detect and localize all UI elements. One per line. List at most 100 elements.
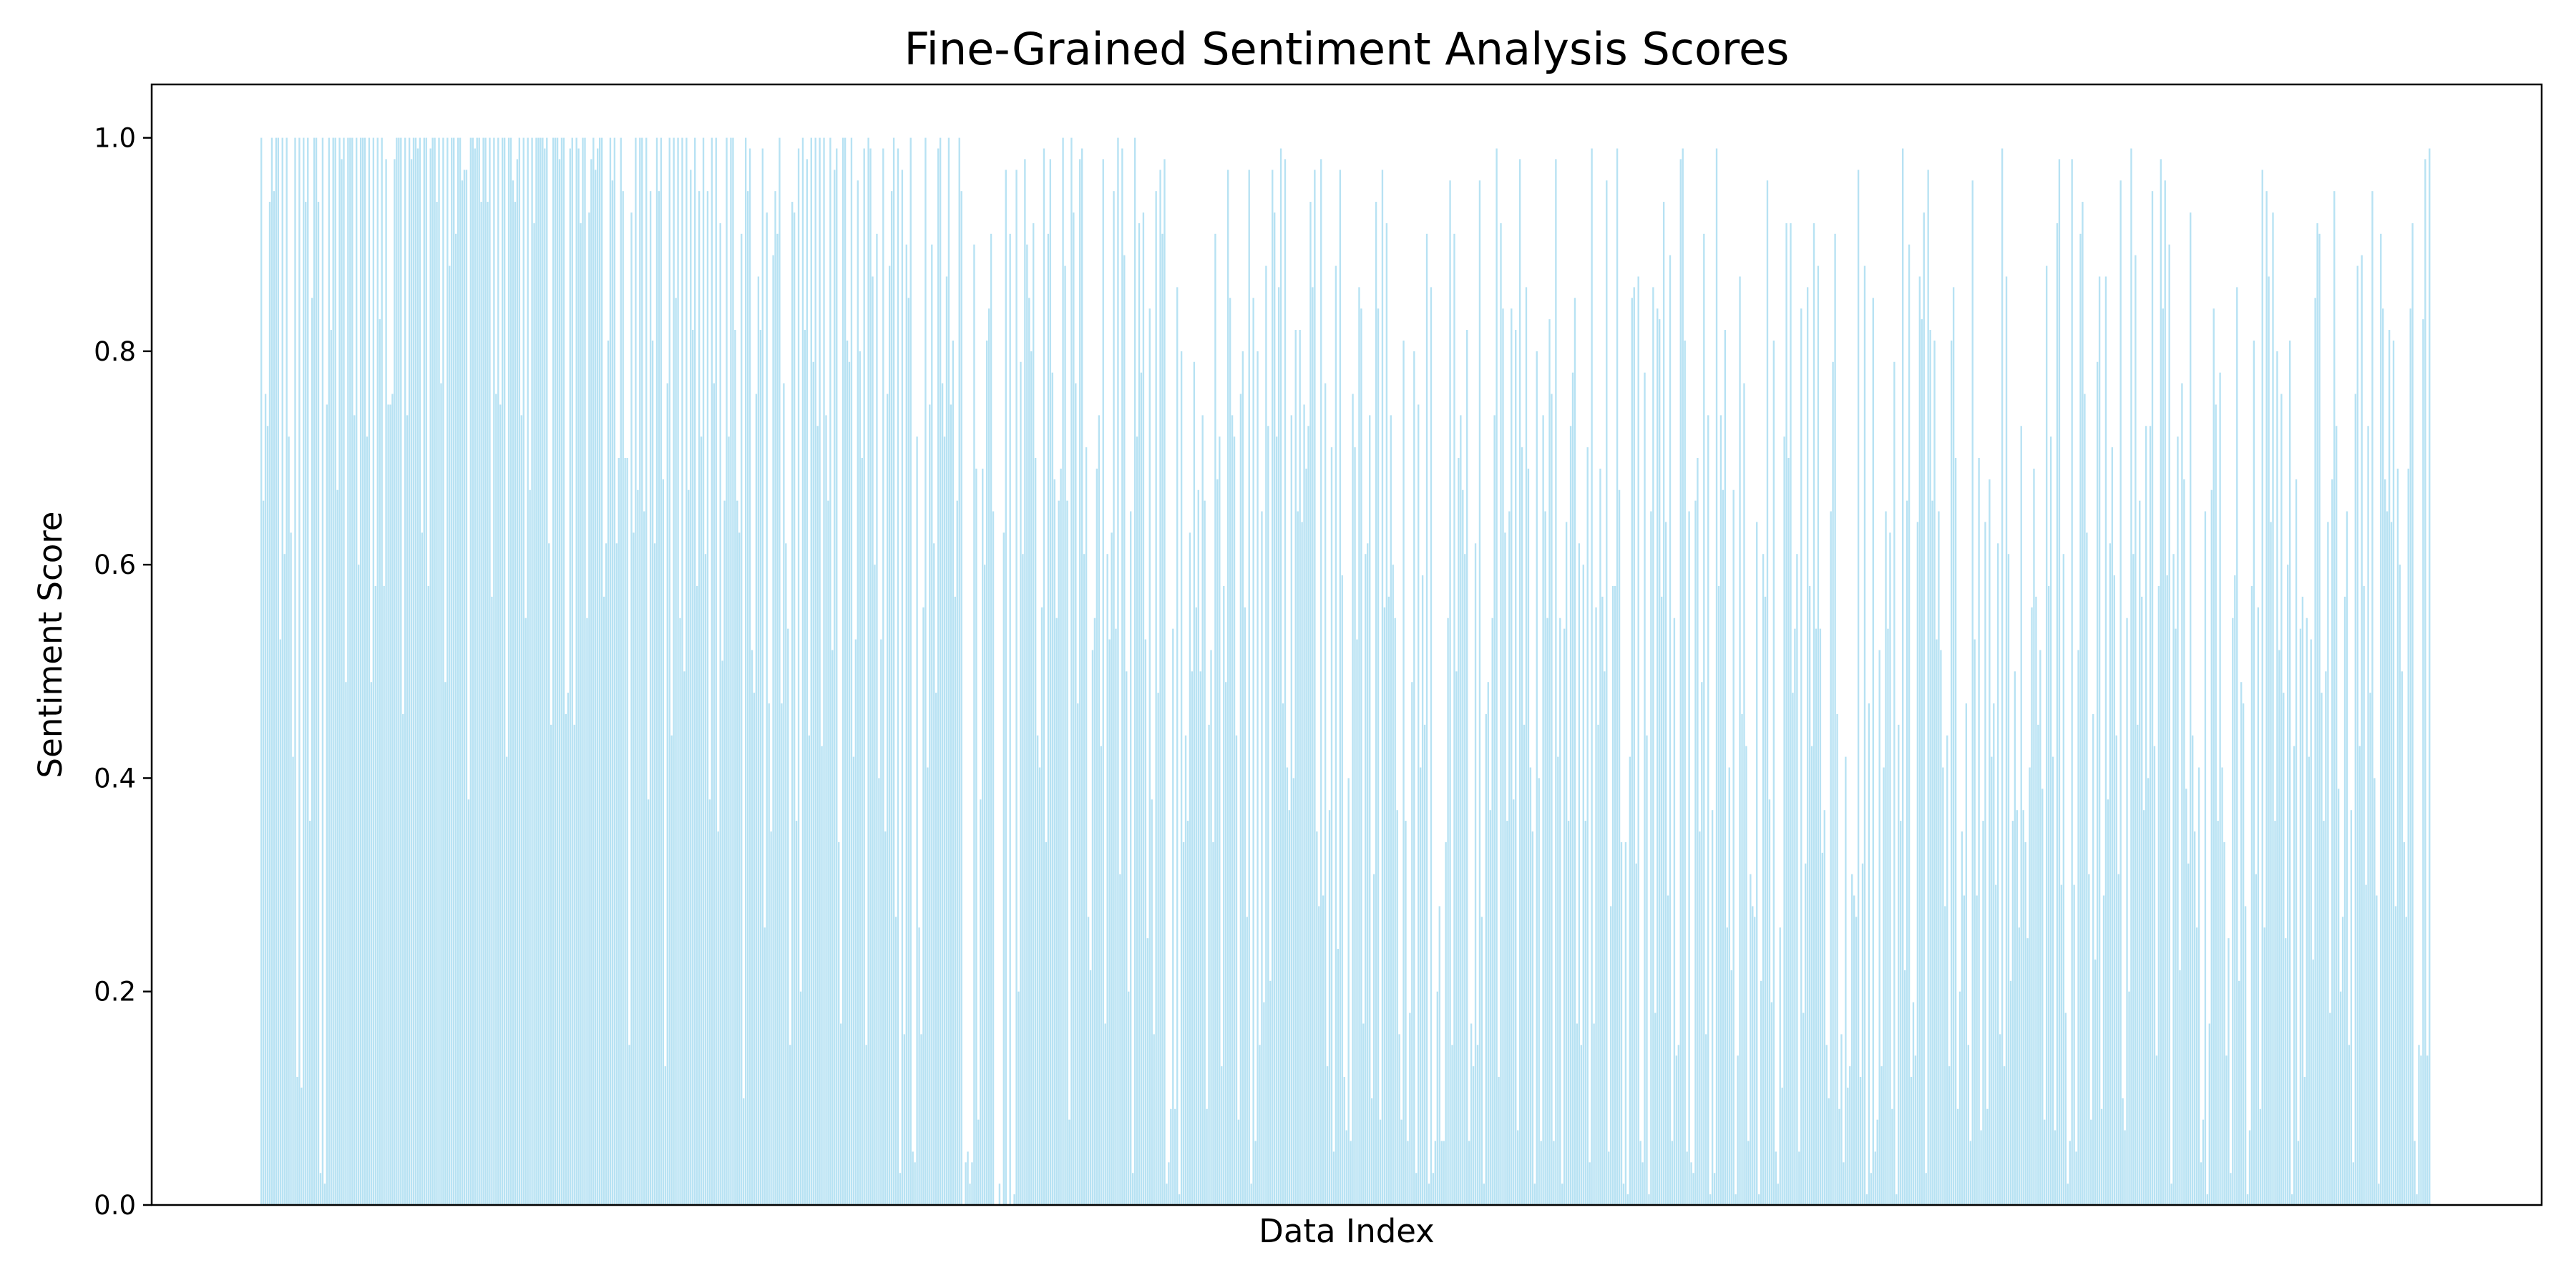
bar: [861, 458, 863, 1205]
bar: [2246, 1194, 2249, 1205]
bar: [1936, 639, 1938, 1205]
bar: [2071, 159, 2073, 1205]
bar: [1377, 308, 1380, 1206]
bar: [1468, 1141, 1470, 1205]
bar: [1225, 682, 1227, 1205]
bar: [969, 1184, 971, 1205]
bar: [1015, 170, 1018, 1205]
bar: [351, 137, 353, 1205]
bar: [694, 137, 696, 1205]
bar: [975, 468, 977, 1206]
bar: [1697, 458, 1699, 1205]
bar: [1430, 287, 1433, 1205]
bar: [266, 426, 269, 1205]
bar: [595, 170, 597, 1205]
bars-group: [260, 137, 2431, 1206]
bar: [2232, 618, 2234, 1205]
bar: [1034, 458, 1037, 1205]
bar: [878, 778, 880, 1205]
bar: [1938, 511, 1940, 1205]
bar: [2363, 585, 2365, 1205]
bar: [929, 404, 931, 1206]
bar: [1735, 1194, 1737, 1205]
bar: [960, 191, 962, 1205]
bar: [2390, 522, 2393, 1205]
bar: [1111, 532, 1113, 1205]
bar: [421, 532, 424, 1205]
bar: [292, 756, 294, 1205]
bar: [982, 468, 984, 1206]
bar: [1703, 233, 1705, 1205]
bar: [1593, 1023, 1595, 1205]
bar: [527, 137, 529, 1205]
bar: [1715, 148, 1718, 1206]
bar: [1516, 1130, 1519, 1205]
bar: [311, 298, 313, 1205]
bar: [2208, 1023, 2210, 1205]
bar: [2409, 308, 2411, 1206]
bar: [1779, 927, 1781, 1205]
bar: [607, 340, 610, 1206]
bar: [1840, 1034, 1843, 1205]
bar: [290, 532, 292, 1205]
bar: [396, 137, 398, 1205]
bar: [1415, 1173, 1418, 1205]
bar: [1356, 639, 1358, 1205]
bar: [1182, 841, 1185, 1205]
bar: [2024, 841, 2026, 1205]
bar: [1657, 308, 1659, 1206]
bar: [1757, 1194, 1760, 1205]
bar: [321, 137, 324, 1205]
bar: [2192, 735, 2194, 1205]
bar: [1608, 1151, 1610, 1205]
bar: [2147, 778, 2150, 1205]
bar: [909, 137, 912, 1205]
y-tick-label: 0.6: [94, 550, 136, 580]
bar: [1128, 991, 1130, 1205]
bar: [2155, 1055, 2158, 1205]
bar: [2172, 554, 2175, 1205]
bar: [633, 532, 635, 1205]
bar: [1083, 554, 1085, 1205]
bar: [1066, 500, 1068, 1205]
bar: [984, 565, 986, 1205]
bar: [1049, 159, 1052, 1205]
bar: [286, 137, 288, 1205]
bar: [1496, 148, 1498, 1206]
bar: [1717, 585, 1720, 1205]
bar: [1855, 917, 1858, 1205]
bar: [2051, 756, 2054, 1205]
bar: [726, 137, 728, 1205]
bar: [571, 137, 573, 1205]
bar: [1705, 1034, 1707, 1205]
bar: [1927, 170, 1929, 1205]
bar: [2280, 394, 2283, 1205]
bar: [2354, 394, 2356, 1205]
bar: [1891, 1108, 1893, 1205]
bar: [1790, 223, 1792, 1205]
bar: [841, 137, 844, 1205]
bar: [520, 415, 522, 1205]
bar: [1692, 1173, 1694, 1205]
bar: [474, 148, 476, 1206]
bar: [1294, 330, 1297, 1205]
bar: [1624, 841, 1627, 1205]
bar: [472, 137, 474, 1205]
bar: [1635, 863, 1637, 1205]
bar: [1387, 596, 1390, 1205]
bar: [653, 543, 656, 1205]
bar: [1868, 703, 1870, 1205]
bar: [892, 137, 895, 1205]
bar: [2035, 596, 2037, 1205]
bar: [2204, 511, 2207, 1205]
bar: [1601, 596, 1604, 1205]
bar: [2018, 927, 2020, 1205]
bar: [708, 799, 711, 1205]
bar: [1756, 522, 1758, 1205]
bar: [2033, 468, 2035, 1206]
bar: [681, 137, 683, 1205]
bar: [2293, 746, 2296, 1205]
bar: [2223, 841, 2225, 1205]
bar: [1823, 810, 1825, 1205]
bar: [1104, 1023, 1106, 1205]
